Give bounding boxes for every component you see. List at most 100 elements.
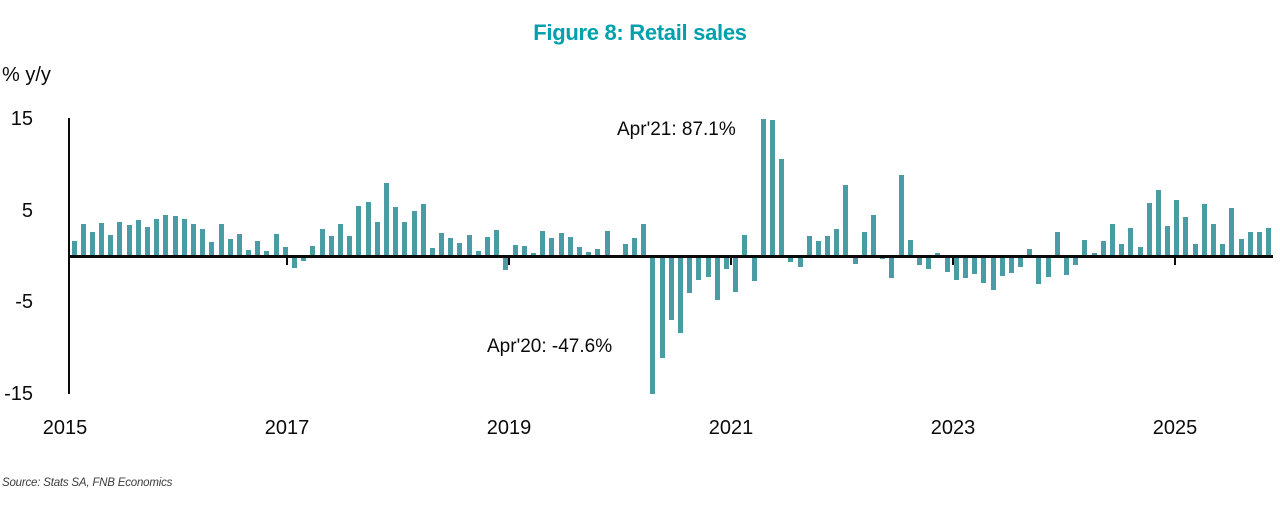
bar-2023-04 (981, 256, 987, 284)
bar-2021-02 (742, 235, 748, 257)
bar-2015-08 (135, 219, 141, 257)
bar-2020-08 (687, 256, 693, 294)
x-tick-label-2019: 2019 (486, 417, 532, 439)
bar-2021-11 (825, 236, 831, 257)
bar-2022-11 (935, 252, 941, 257)
bar-2020-03 (641, 224, 647, 257)
x-tick-label-2017: 2017 (264, 417, 310, 439)
bar-2025-11 (1266, 228, 1272, 257)
bar-2016-05 (218, 224, 224, 257)
bar-2023-09 (1027, 249, 1033, 257)
bar-2024-10 (1146, 203, 1152, 257)
bar-2025-03 (1192, 243, 1198, 257)
bar-2020-09 (696, 256, 702, 281)
bar-2019-02 (521, 245, 527, 257)
bar-2015-11 (163, 215, 169, 257)
bar-2018-09 (475, 251, 481, 257)
x-tick-2021 (730, 256, 732, 265)
x-tick-label-2015: 2015 (42, 417, 88, 439)
y-axis-unit-label: % y/y (2, 64, 51, 86)
bar-2023-06 (999, 256, 1005, 276)
bar-2024-11 (1155, 189, 1161, 257)
bar-2018-07 (457, 242, 463, 257)
bar-2018-02 (411, 210, 417, 257)
bar-2021-05 (769, 120, 775, 257)
bar-2024-05 (1100, 240, 1106, 257)
bar-2024-02 (1073, 256, 1079, 265)
bar-2022-04 (871, 215, 877, 257)
bar-2023-08 (1018, 256, 1024, 268)
bar-2016-01 (181, 218, 187, 257)
bar-2020-12 (723, 256, 729, 270)
figure-title: Figure 8: Retail sales (533, 20, 747, 45)
bar-2017-05 (328, 236, 334, 257)
bar-2024-09 (1137, 247, 1143, 257)
bar-2015-06 (117, 221, 123, 257)
bar-2023-01 (953, 256, 959, 281)
bar-2018-01 (402, 221, 408, 257)
y-tick-label--15: -15 (4, 382, 33, 405)
zero-baseline (68, 255, 1273, 258)
bar-2020-04 (650, 256, 656, 394)
bar-2016-09 (255, 240, 261, 257)
bar-2024-06 (1109, 224, 1115, 257)
bar-2024-08 (1128, 228, 1134, 257)
bar-2017-02 (301, 256, 307, 262)
bar-2017-10 (374, 221, 380, 257)
bar-2022-02 (852, 256, 858, 264)
bar-2018-10 (485, 237, 491, 257)
bar-2019-09 (586, 251, 592, 257)
bar-2018-04 (429, 248, 435, 257)
bar-2018-06 (448, 238, 454, 257)
bar-2021-12 (834, 229, 840, 257)
bar-2023-11 (1045, 256, 1051, 277)
bar-2019-10 (595, 249, 601, 257)
bar-2017-06 (338, 224, 343, 257)
bar-2022-08 (907, 240, 913, 257)
bar-2022-06 (889, 256, 895, 279)
bar-2016-06 (227, 239, 233, 257)
bar-2019-01 (512, 244, 518, 257)
bar-2015-12 (172, 216, 178, 257)
bar-2019-04 (540, 230, 546, 257)
bar-2024-04 (1091, 252, 1097, 257)
bar-2023-02 (962, 256, 968, 278)
bar-2019-07 (567, 237, 573, 257)
bar-2022-07 (898, 175, 904, 257)
x-tick-label-2023: 2023 (930, 417, 976, 439)
bar-2016-03 (200, 229, 206, 257)
bar-2020-05 (659, 256, 665, 359)
bar-2017-12 (393, 207, 399, 257)
bar-2018-05 (439, 232, 445, 257)
bar-2016-11 (273, 233, 279, 257)
bar-2023-03 (972, 256, 978, 274)
bar-2016-04 (209, 241, 215, 257)
bar-2021-07 (788, 256, 794, 262)
bar-2021-10 (815, 240, 821, 257)
x-tick-label-2025: 2025 (1152, 417, 1198, 439)
bar-2017-11 (383, 183, 389, 257)
bar-2015-09 (145, 227, 151, 257)
bar-2017-03 (310, 246, 316, 257)
bar-2020-06 (668, 256, 674, 320)
bar-2016-02 (190, 224, 196, 257)
bar-2015-05 (108, 235, 114, 257)
bar-2025-07 (1229, 208, 1235, 257)
source-note: Source: Stats SA, FNB Economics (2, 477, 173, 489)
x-tick-2017 (286, 256, 288, 265)
bar-2015-02 (80, 223, 86, 257)
bar-2019-08 (576, 247, 582, 257)
bar-2022-12 (944, 256, 950, 273)
bar-2025-06 (1220, 243, 1226, 257)
bar-2025-08 (1238, 239, 1244, 257)
bar-2018-12 (503, 256, 509, 271)
bar-2025-02 (1183, 217, 1189, 257)
bar-2022-03 (861, 231, 867, 257)
bar-2017-08 (356, 206, 362, 257)
bar-2019-06 (558, 232, 564, 257)
bar-2016-07 (236, 233, 242, 257)
bar-2019-05 (549, 238, 555, 257)
x-tick-2023 (952, 256, 954, 265)
bar-2015-01 (71, 240, 77, 257)
